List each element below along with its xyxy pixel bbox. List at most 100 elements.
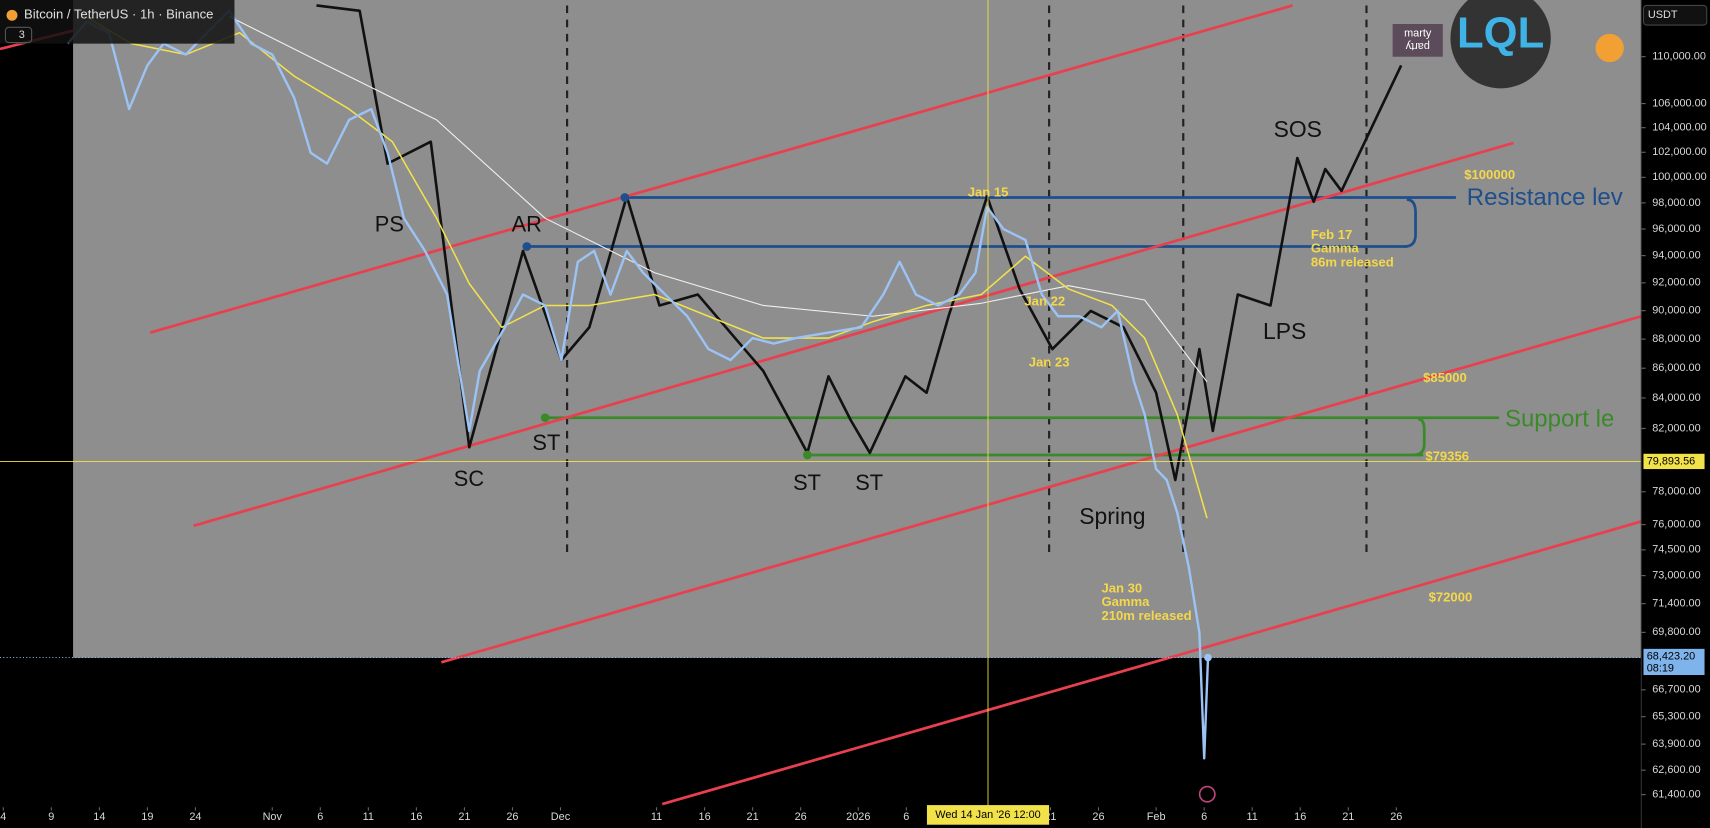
channel-line	[661, 520, 1642, 806]
currency: USDT	[1648, 9, 1678, 21]
level-anchor	[620, 193, 630, 202]
annotation: AR	[512, 212, 542, 237]
annotation: $79356	[1425, 449, 1469, 464]
resistance-bracket	[1404, 198, 1417, 248]
indicator-box[interactable]	[4, 26, 33, 44]
price-line	[66, 9, 1210, 760]
x-tick-label: 6	[903, 811, 909, 823]
annotation: Support le	[1505, 405, 1614, 432]
annotation: SOS	[1274, 116, 1322, 142]
y-tick-label: 76,000.00	[1652, 519, 1700, 531]
slow-ma	[228, 15, 1208, 383]
annotation: Feb 17	[1311, 227, 1352, 242]
x-tick-label: 16	[410, 811, 422, 823]
channel-line	[193, 141, 1514, 528]
y-tick-label: 78,000.00	[1652, 486, 1700, 498]
annotation: SC	[454, 466, 484, 491]
marty-logo	[1392, 24, 1443, 57]
annotation: Gamma	[1311, 241, 1360, 256]
x-tick-label: 11	[363, 811, 374, 823]
y-tick-label: 73,000.00	[1652, 569, 1700, 581]
marty-logo-text: party	[1405, 40, 1430, 52]
y-tick-label: 90,000.00	[1652, 305, 1700, 317]
annotation: PS	[375, 212, 404, 237]
y-tick-label: 96,000.00	[1652, 223, 1700, 235]
y-tick-label: 61,400.00	[1652, 789, 1700, 801]
annotation: Jan 30	[1101, 581, 1142, 596]
fast-ma	[75, 10, 1208, 519]
y-tick-label: 98,000.00	[1652, 197, 1700, 209]
annotation: Resistance lev	[1467, 184, 1623, 211]
event-icon[interactable]	[1198, 785, 1216, 803]
x-tick-label: 6	[317, 811, 323, 823]
indicator-count: 3	[19, 29, 25, 41]
x-tick-label: 2026	[846, 811, 870, 823]
annotation: Gamma	[1101, 594, 1150, 609]
symbol-title: Bitcoin / TetherUS · 1h · Binance	[24, 7, 213, 22]
annotation: $72000	[1429, 589, 1473, 604]
projection-path	[316, 4, 1403, 482]
crosshair-price-box	[1643, 453, 1705, 470]
x-tick-label: Nov	[263, 811, 283, 823]
crosshair-time-box	[926, 805, 1050, 825]
x-tick-label: 21	[747, 811, 759, 823]
y-tick-label: 66,700.00	[1652, 684, 1700, 696]
level-anchor	[522, 242, 532, 251]
last-price-countdown: 08:19	[1647, 662, 1674, 674]
x-tick-label: 26	[506, 811, 518, 823]
x-tick-label: 6	[1201, 811, 1207, 823]
y-tick-label: 71,400.00	[1652, 598, 1700, 610]
crosshair-time-label: Wed 14 Jan '26 12:00	[935, 809, 1040, 821]
y-tick-label: 110,000.00	[1652, 51, 1706, 63]
annotation: ST	[855, 470, 883, 495]
x-tick-label: 14	[93, 811, 105, 823]
last-price-box	[1643, 648, 1705, 676]
x-tick-label: 26	[795, 811, 807, 823]
x-tick-label: 21	[1342, 811, 1354, 823]
lql-logo	[1450, 0, 1551, 89]
spacer	[1, 781, 15, 825]
annotation: Jan 22	[1024, 294, 1065, 309]
time-axis-bg	[0, 807, 1642, 828]
y-tick-label: 92,000.00	[1652, 277, 1700, 289]
x-tick-label: 9	[48, 811, 54, 823]
x-tick-label: Dec	[551, 811, 571, 823]
y-tick-label: 86,000.00	[1652, 362, 1700, 374]
x-tick-label: 4	[0, 811, 6, 823]
annotation: $85000	[1423, 370, 1467, 385]
channel-line	[149, 4, 1293, 334]
currency-box[interactable]	[1642, 4, 1708, 26]
annotation: 210m released	[1101, 608, 1191, 623]
bitcoin-icon	[1595, 33, 1624, 63]
phase-dividers	[566, 5, 1368, 557]
annotation: 86m released	[1311, 254, 1394, 269]
x-tick-label: 21	[458, 811, 470, 823]
marty-logo-text: marty	[1404, 28, 1432, 40]
y-tick-label: 74,500.00	[1652, 544, 1700, 556]
y-tick-label: 104,000.00	[1652, 122, 1707, 134]
y-tick-label: 84,000.00	[1652, 392, 1700, 404]
x-tick-label: 16	[1294, 811, 1306, 823]
level-anchor	[540, 413, 550, 423]
annotation: ST	[793, 470, 821, 495]
annotation: $100000	[1464, 167, 1515, 182]
crosshair-price-label: 79,893.56	[1647, 455, 1695, 467]
y-tick-label: 82,000.00	[1652, 422, 1700, 434]
annotation: ST	[532, 430, 560, 455]
y-tick-label: 69,800.00	[1652, 626, 1700, 638]
y-tick-label: 65,300.00	[1652, 711, 1700, 723]
y-tick-label: 102,000.00	[1652, 146, 1707, 158]
header-bg	[0, 0, 235, 44]
x-tick-label: 11	[651, 811, 662, 823]
y-tick-label: 94,000.00	[1652, 250, 1700, 262]
annotation: Spring	[1079, 503, 1145, 529]
annotation: Jan 15	[968, 185, 1009, 200]
annotation: Jan 23	[1029, 355, 1070, 370]
level-anchor	[803, 450, 812, 460]
annotation: LPS	[1263, 318, 1306, 344]
y-tick-label: 62,600.00	[1652, 764, 1700, 776]
x-tick-label: 26	[1092, 811, 1104, 823]
